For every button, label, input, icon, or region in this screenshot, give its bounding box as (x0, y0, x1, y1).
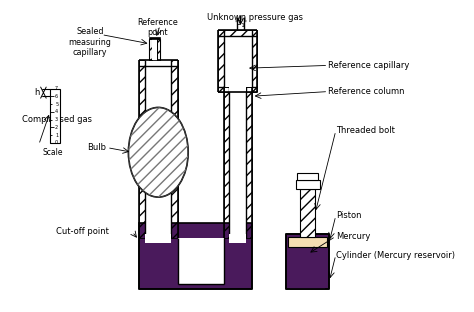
Bar (145, 233, 172, 243)
Text: Reference column: Reference column (328, 87, 405, 96)
Bar (149, 39, 152, 60)
Bar (145, 60, 172, 238)
Bar (246, 87, 252, 238)
Bar (50, 89, 60, 143)
Bar (288, 237, 328, 246)
Bar (149, 37, 160, 39)
Bar (178, 238, 224, 284)
Ellipse shape (128, 107, 188, 197)
Text: Unknown pressure gas: Unknown pressure gas (207, 13, 302, 22)
Bar (229, 87, 246, 92)
Text: Cut-off point: Cut-off point (55, 227, 109, 236)
Text: 3: 3 (55, 117, 58, 122)
Text: Scale: Scale (43, 148, 64, 157)
Bar (224, 87, 229, 238)
Bar (139, 60, 178, 66)
Text: Compressed gas: Compressed gas (22, 115, 92, 124)
Bar (139, 66, 145, 238)
Bar (296, 180, 320, 189)
Text: Piston: Piston (336, 211, 361, 220)
Text: h: h (34, 88, 40, 97)
Text: 0: 0 (55, 140, 58, 145)
Text: Cylinder (Mercury reservoir): Cylinder (Mercury reservoir) (336, 251, 455, 260)
Bar (290, 247, 326, 289)
Text: Reference
point: Reference point (137, 18, 178, 37)
Bar (157, 39, 160, 60)
Text: 1: 1 (55, 133, 58, 138)
Bar (139, 223, 252, 289)
Bar (218, 36, 224, 87)
Bar (298, 173, 318, 180)
Bar (218, 87, 257, 92)
Text: 2: 2 (55, 125, 58, 130)
Text: Bulb: Bulb (87, 143, 106, 152)
Bar (229, 233, 246, 243)
Text: 7: 7 (55, 86, 58, 91)
Bar (252, 36, 257, 87)
Bar (224, 36, 252, 87)
Text: Sealed
measuring
capillary: Sealed measuring capillary (69, 27, 111, 57)
Bar (218, 30, 257, 36)
Text: 5: 5 (55, 102, 58, 107)
Text: 6: 6 (55, 94, 58, 99)
Text: Threaded bolt: Threaded bolt (336, 126, 395, 135)
Text: 4: 4 (55, 110, 58, 115)
Text: Mercury: Mercury (336, 232, 370, 241)
Text: Reference capillary: Reference capillary (328, 61, 410, 70)
Bar (300, 189, 315, 237)
Text: 'P₁': 'P₁' (234, 20, 247, 29)
Bar (152, 39, 157, 60)
Bar (229, 87, 246, 238)
Bar (172, 66, 178, 238)
Bar (286, 234, 329, 289)
